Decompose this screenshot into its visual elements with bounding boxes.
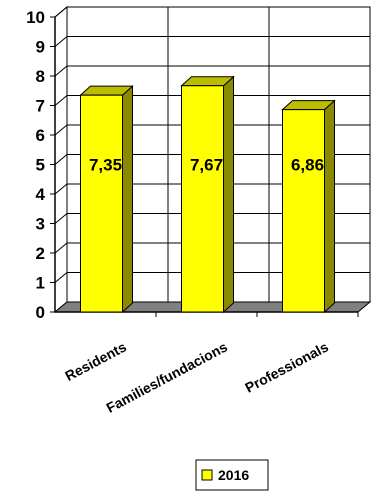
y-tick-label: 5 — [36, 156, 45, 175]
y-tick-label: 6 — [36, 126, 45, 145]
legend-swatch — [201, 469, 213, 481]
x-category-label: Residents — [62, 338, 129, 384]
bar-top — [281, 100, 336, 111]
bar-side — [223, 75, 234, 314]
legend: 2016 — [195, 459, 269, 491]
bar-side — [324, 99, 335, 314]
bar-front — [181, 85, 224, 313]
y-tick-label: 9 — [36, 38, 45, 57]
bar-top — [79, 85, 134, 96]
gridlines — [54, 6, 371, 302]
y-tick-label: 10 — [26, 8, 45, 27]
y-tick-label: 7 — [36, 97, 45, 116]
bar-value-label: 6,86 — [291, 156, 324, 175]
bar-side — [122, 85, 133, 314]
legend-label: 2016 — [218, 467, 249, 483]
y-tick-label: 0 — [36, 303, 45, 322]
bar: 7,67 — [180, 75, 235, 314]
bar: 6,86 — [281, 99, 336, 314]
y-tick-label: 4 — [36, 185, 46, 204]
bar: 7,35 — [79, 85, 134, 314]
bar-front — [282, 109, 325, 313]
y-tick-label: 2 — [36, 244, 45, 263]
bar-value-label: 7,67 — [190, 156, 223, 175]
bar-top — [180, 76, 235, 87]
bars: 7,35 7,67 6,86 — [79, 75, 336, 314]
bar-front — [80, 94, 123, 313]
y-tick-label: 8 — [36, 67, 45, 86]
x-category-label: Professionals — [242, 338, 331, 395]
y-tick-label: 1 — [36, 274, 45, 293]
bar-value-label: 7,35 — [89, 156, 122, 175]
y-tick-label: 3 — [36, 215, 45, 234]
